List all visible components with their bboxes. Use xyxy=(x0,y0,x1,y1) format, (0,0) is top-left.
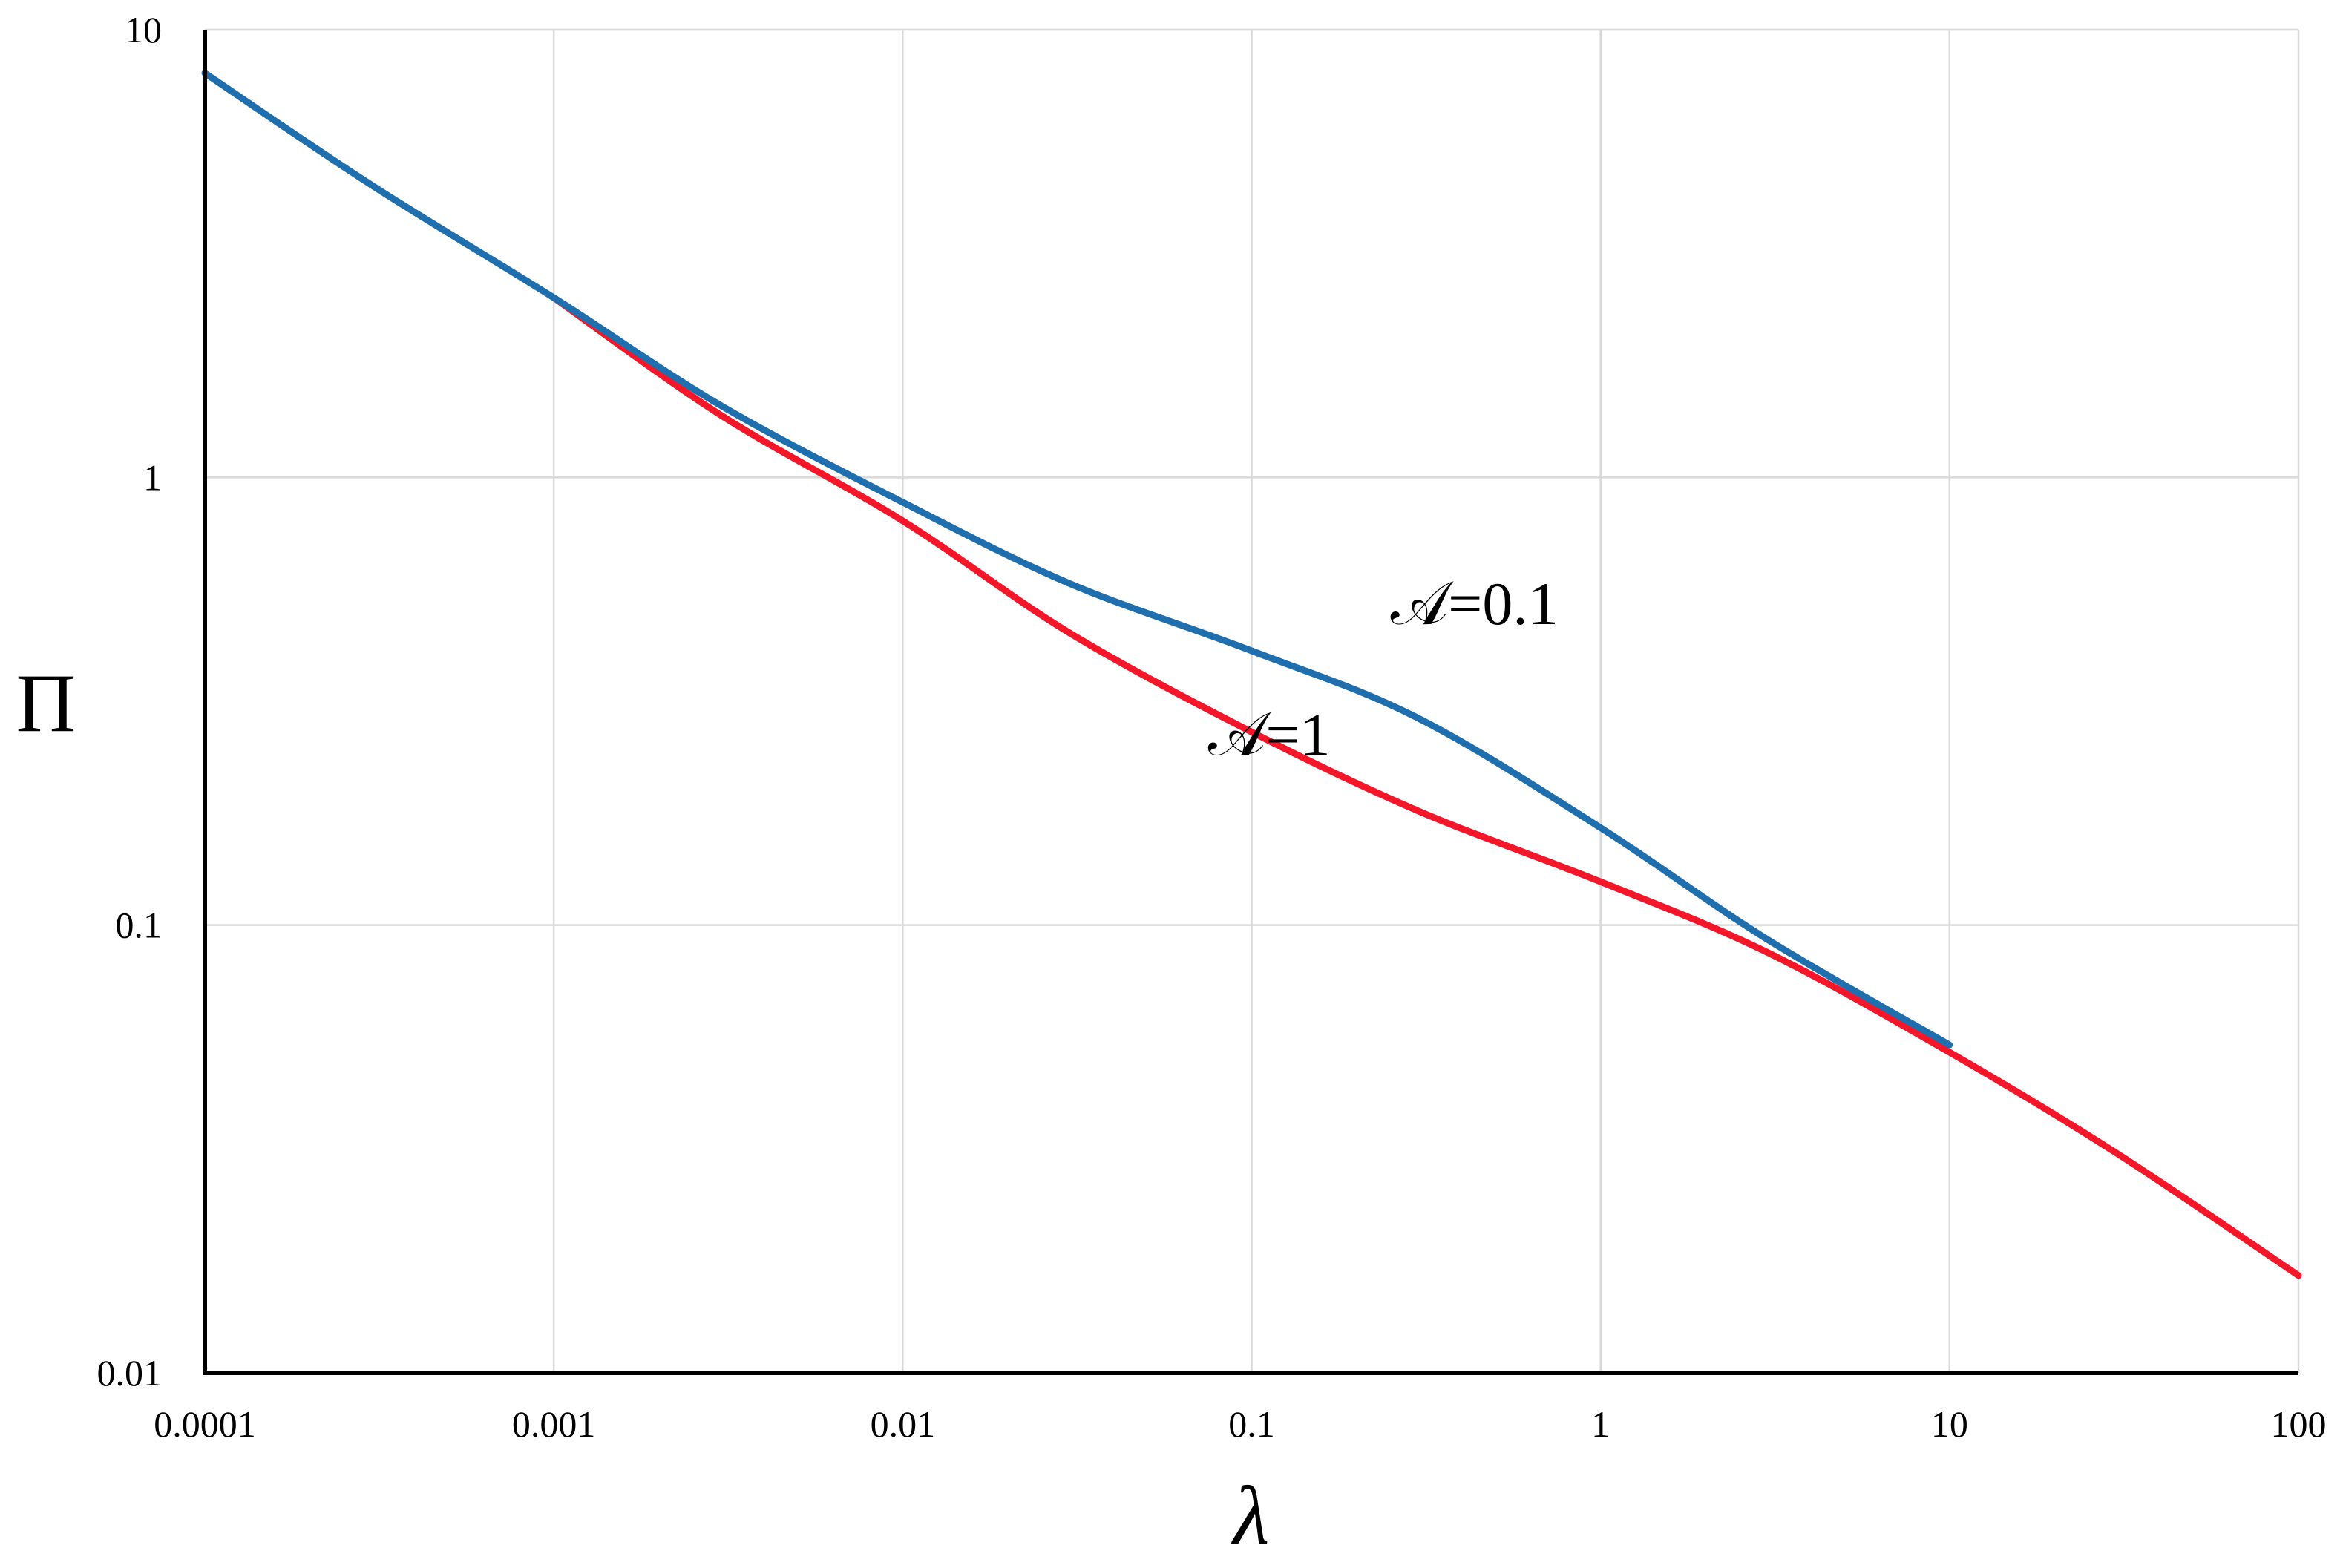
x-tick-label: 0.01 xyxy=(871,1403,936,1445)
y-axis-title: Π xyxy=(16,657,76,749)
series-lines xyxy=(201,70,2302,1279)
axes xyxy=(203,30,2298,1375)
x-tick-label: 0.0001 xyxy=(154,1403,256,1445)
x-tick-label: 0.001 xyxy=(512,1403,596,1445)
grid-lines xyxy=(203,28,2300,1374)
y-tick-label: 0.1 xyxy=(116,905,163,946)
x-tick-label: 0.1 xyxy=(1228,1403,1275,1445)
x-tick-label: 1 xyxy=(1591,1403,1610,1445)
y-tick-label: 10 xyxy=(125,9,162,50)
x-tick-label: 100 xyxy=(2271,1403,2327,1445)
y-tick-label: 0.01 xyxy=(97,1352,163,1394)
y-tick-label: 1 xyxy=(143,456,162,498)
y-tick-labels: 0.01 0.1 1 10 xyxy=(97,9,163,1394)
series-label-1: 𝒜=0.1 xyxy=(1391,570,1559,637)
x-axis-title: λ xyxy=(1231,1470,1270,1562)
x-tick-labels: 0.0001 0.001 0.01 0.1 1 10 100 xyxy=(154,1403,2326,1445)
series-label-2: 𝒜=1 xyxy=(1208,701,1331,768)
series-labels: 𝒜=0.1 𝒜=1 xyxy=(1208,570,1559,768)
x-tick-label: 10 xyxy=(1931,1403,1968,1445)
series-line-2 xyxy=(550,294,2302,1279)
series-line-1 xyxy=(201,70,1953,1049)
